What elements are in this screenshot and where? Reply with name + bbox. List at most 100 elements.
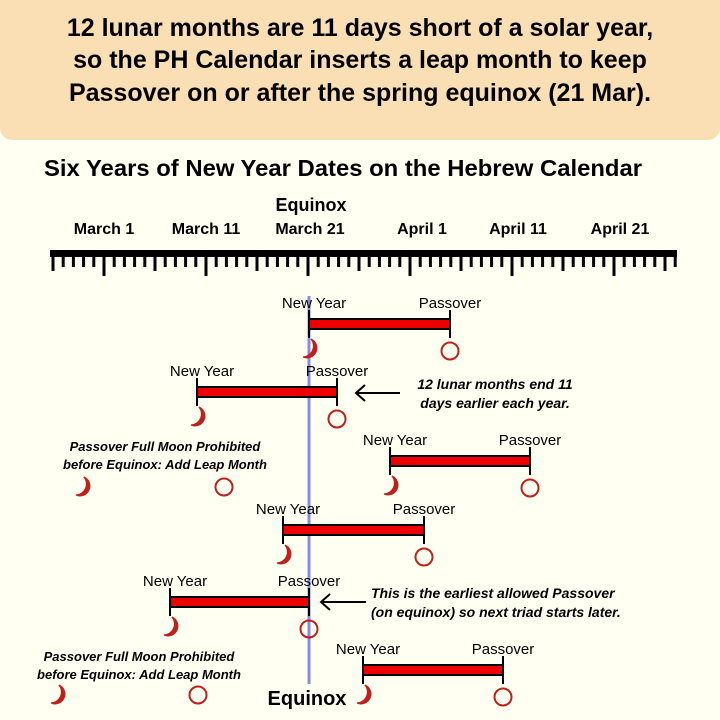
ruler-tick <box>592 255 596 267</box>
banner-line: so the PH Calendar inserts a leap month … <box>73 46 647 74</box>
ruler-tick <box>622 255 626 267</box>
ruler-tick <box>173 255 177 267</box>
ruler-tick <box>296 255 300 267</box>
new-moon-crescent-icon <box>190 406 206 427</box>
axis-label: April 21 <box>591 221 650 238</box>
ruler-tick <box>479 255 483 267</box>
ruler-tick <box>490 255 494 267</box>
ruler-tick <box>163 255 167 267</box>
diagram-title: Six Years of New Year Dates on the Hebre… <box>44 155 642 181</box>
ruler-tick <box>51 255 55 271</box>
ruler-tick <box>632 255 636 267</box>
full-moon-icon <box>214 477 234 497</box>
axis-label: March 11 <box>172 221 241 238</box>
passover-label: Passover <box>306 363 369 380</box>
ruler-tick <box>663 255 667 271</box>
ruler-tick <box>561 255 565 271</box>
banner-line: 12 lunar months are 11 days short of a s… <box>66 14 654 42</box>
ruler-tick <box>602 255 606 267</box>
ruler-tick <box>408 255 412 276</box>
ruler-tick <box>530 255 534 267</box>
passover-label: Passover <box>499 432 562 449</box>
ruler-tick <box>459 255 463 271</box>
axis-label: March 21 <box>275 221 344 238</box>
new-moon-crescent-icon <box>356 684 372 705</box>
ruler-tick <box>571 255 575 267</box>
new-moon-crescent-icon <box>302 338 318 359</box>
ruler-tick <box>194 255 198 267</box>
ruler-tick <box>102 255 106 276</box>
ruler-tick <box>510 255 514 276</box>
ruler-tick <box>428 255 432 267</box>
ruler-tick <box>112 255 116 267</box>
ruler-tick <box>143 255 147 267</box>
full-moon-icon <box>520 478 540 498</box>
new-year-label: New Year <box>256 501 320 518</box>
new-year-label: New Year <box>143 573 207 590</box>
ruler-tick <box>520 255 524 267</box>
banner-line: Passover on or after the spring equinox … <box>68 79 652 107</box>
year-row: New Year Passover <box>170 363 369 429</box>
ruler-tick <box>500 255 504 267</box>
passover-label: Passover <box>472 641 535 658</box>
full-moon-icon <box>299 619 319 639</box>
axis-label: March 1 <box>74 221 135 238</box>
ruler-tick <box>92 255 96 267</box>
ruler-tick <box>643 255 647 267</box>
year-row: New Year Passover <box>143 573 341 639</box>
ruler-tick <box>82 255 86 267</box>
drift-note: days earlier each year. <box>420 395 569 411</box>
ruler-tick <box>337 255 341 267</box>
ruler-tick <box>204 255 208 276</box>
ruler-tick <box>316 255 320 267</box>
passover-label: Passover <box>393 501 456 518</box>
earliest-note: (on equinox) so next triad starts later. <box>371 604 621 620</box>
ruler-tick <box>61 255 65 267</box>
ruler-tick <box>449 255 453 267</box>
full-moon-icon <box>188 685 208 705</box>
new-year-label: New Year <box>282 295 346 312</box>
earliest-note: This is the earliest allowed Passover <box>371 585 616 601</box>
leap-month-note: Passover Full Moon Prohibited <box>70 439 262 454</box>
new-moon-crescent-icon <box>276 544 292 565</box>
ruler-tick <box>286 255 290 267</box>
year-row: New Year Passover <box>282 295 482 361</box>
ruler-tick <box>469 255 473 267</box>
ruler-tick <box>377 255 381 267</box>
ruler-tick <box>398 255 402 267</box>
ruler-bar <box>50 250 677 257</box>
ruler-tick <box>581 255 585 267</box>
date-ruler: March 1 March 11 March 21 April 1 April 11 Ap… <box>50 221 677 276</box>
ruler-tick <box>153 255 157 271</box>
ruler-tick <box>184 255 188 267</box>
new-year-label: New Year <box>170 363 234 380</box>
year-bar <box>362 664 504 676</box>
arrow-head-icon <box>354 384 366 402</box>
equinox-bottom-label: Equinox <box>268 688 347 710</box>
new-moon-crescent-icon <box>163 616 179 637</box>
year-row: New Year Passover <box>336 641 535 707</box>
axis-label: April 11 <box>489 221 547 238</box>
banner: 12 lunar months are 11 days short of a s… <box>0 0 720 140</box>
ruler-tick <box>347 255 351 267</box>
ruler-tick <box>357 255 361 271</box>
new-moon-crescent-icon <box>50 684 66 705</box>
ruler-tick <box>541 255 545 267</box>
ruler-tick <box>439 255 443 267</box>
leap-month-note: Passover Full Moon Prohibited <box>44 649 236 664</box>
ruler-tick <box>265 255 269 267</box>
new-year-label: New Year <box>363 432 427 449</box>
passover-label: Passover <box>419 295 482 312</box>
axis-label: April 1 <box>397 221 447 238</box>
drift-note: 12 lunar months end 11 <box>417 376 573 392</box>
ruler-tick <box>214 255 218 267</box>
passover-label: Passover <box>278 573 341 590</box>
new-moon-crescent-icon <box>75 476 91 497</box>
ruler-tick <box>367 255 371 267</box>
arrow-head-icon <box>319 593 331 611</box>
equinox-top-label: Equinox <box>276 195 347 215</box>
full-moon-icon <box>327 409 347 429</box>
ruler-tick <box>71 255 75 267</box>
